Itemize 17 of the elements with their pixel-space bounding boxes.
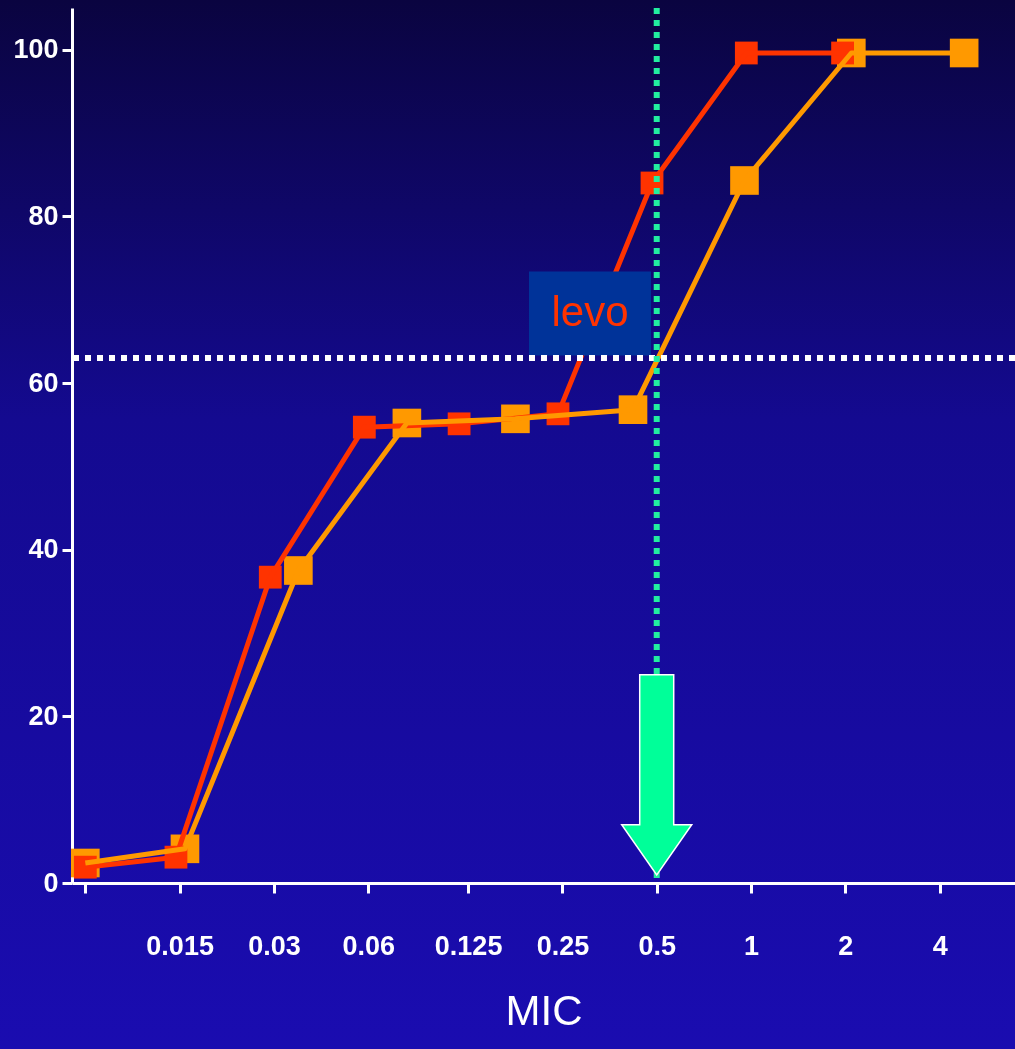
x-tick-label: 2 [838, 930, 854, 961]
y-tick-label: 100 [13, 34, 59, 65]
x-tick-label: 0.06 [342, 930, 396, 961]
x-tick-label: 0.03 [248, 930, 301, 961]
series-label: levo [551, 288, 629, 336]
x-tick-label: 4 [932, 930, 948, 961]
y-tick-label: 80 [28, 200, 59, 231]
x-tick-label: 1 [744, 930, 760, 961]
x-axis-title: MIC [505, 986, 583, 1034]
x-tick-label: 0.5 [638, 930, 676, 961]
x-tick-label: 0.015 [146, 930, 214, 961]
y-tick-label: 20 [28, 700, 59, 731]
y-tick-label: 0 [43, 867, 59, 898]
y-tick-label: 60 [28, 367, 59, 398]
x-tick-label: 0.25 [536, 930, 590, 961]
x-tick-label: 0.125 [434, 930, 503, 961]
y-tick-label: 40 [28, 534, 59, 565]
